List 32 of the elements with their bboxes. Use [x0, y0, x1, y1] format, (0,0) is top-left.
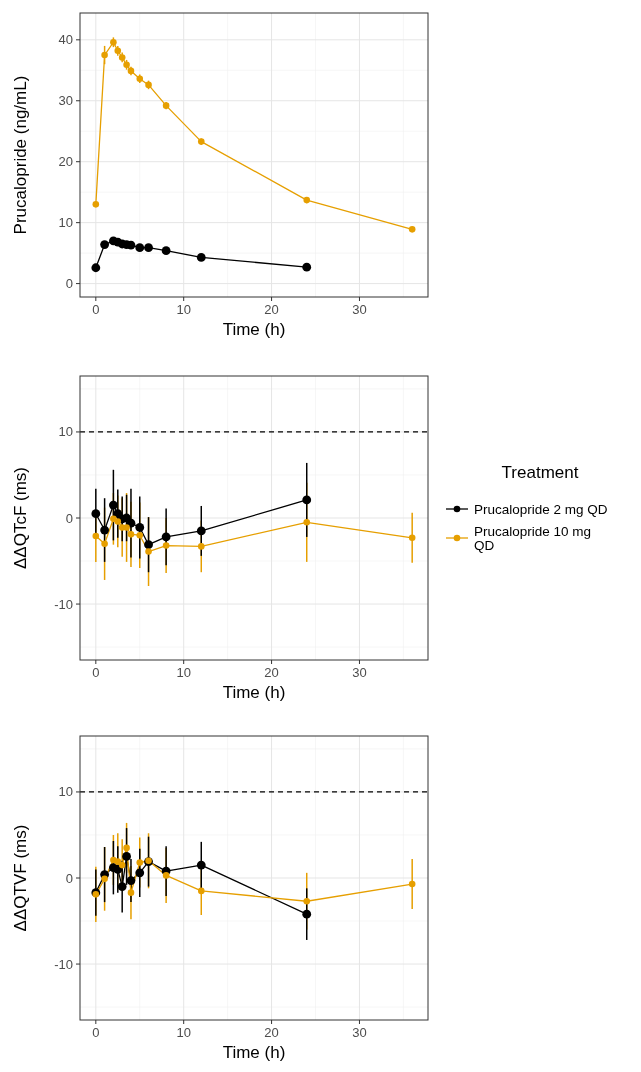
- x-tick-label: 0: [92, 665, 100, 680]
- x-tick-label: 10: [176, 302, 191, 317]
- x-tick-label: 20: [264, 1025, 279, 1040]
- x-tick-label: 10: [176, 1025, 191, 1040]
- legend-label: Prucalopride 10 mg QD: [474, 523, 592, 554]
- x-tick-label: 0: [92, 1025, 100, 1040]
- x-tick-label: 0: [92, 302, 100, 317]
- y-axis-title: ΔΔQTVF (ms): [11, 824, 30, 932]
- x-tick-label: 30: [352, 1025, 367, 1040]
- y-tick-label: 40: [58, 32, 73, 48]
- x-tick-label: 20: [264, 302, 279, 317]
- y-tick-label: 10: [58, 784, 73, 800]
- x-tick-label: 20: [264, 665, 279, 680]
- y-axis-title: ΔΔQTcF (ms): [11, 466, 30, 570]
- legend-label: Prucalopride 2 mg QD: [474, 501, 608, 517]
- y-tick-label: 10: [58, 215, 73, 231]
- y-tick-label: 0: [65, 510, 73, 526]
- legend-title: Treatment: [501, 463, 579, 482]
- x-axis-title: Time (h): [222, 320, 286, 339]
- x-tick-label: 10: [176, 665, 191, 680]
- y-axis-title: Prucalopride (ng/mL): [11, 75, 30, 235]
- x-tick-label: 30: [352, 665, 367, 680]
- x-tick-label: 30: [352, 302, 367, 317]
- y-tick-label: -10: [54, 956, 73, 972]
- y-tick-label: -10: [54, 596, 73, 612]
- x-axis-title: Time (h): [222, 1043, 286, 1062]
- x-axis-title: Time (h): [222, 683, 286, 702]
- y-tick-label: 10: [58, 424, 73, 440]
- y-tick-label: 30: [58, 93, 73, 109]
- y-tick-label: 0: [65, 870, 73, 886]
- y-tick-label: 20: [58, 154, 73, 170]
- y-tick-label: 0: [65, 276, 73, 292]
